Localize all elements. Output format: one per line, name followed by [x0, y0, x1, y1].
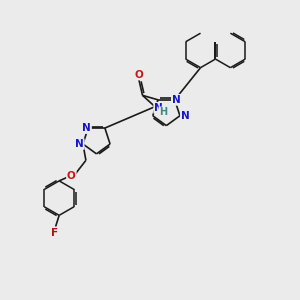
Text: N: N: [181, 111, 190, 121]
Text: O: O: [135, 70, 143, 80]
Text: N: N: [75, 139, 84, 149]
Text: N: N: [82, 123, 91, 133]
Text: F: F: [51, 228, 58, 238]
Text: H: H: [159, 107, 167, 117]
Text: N: N: [172, 95, 181, 105]
Text: N: N: [154, 103, 163, 113]
Text: O: O: [67, 170, 76, 181]
